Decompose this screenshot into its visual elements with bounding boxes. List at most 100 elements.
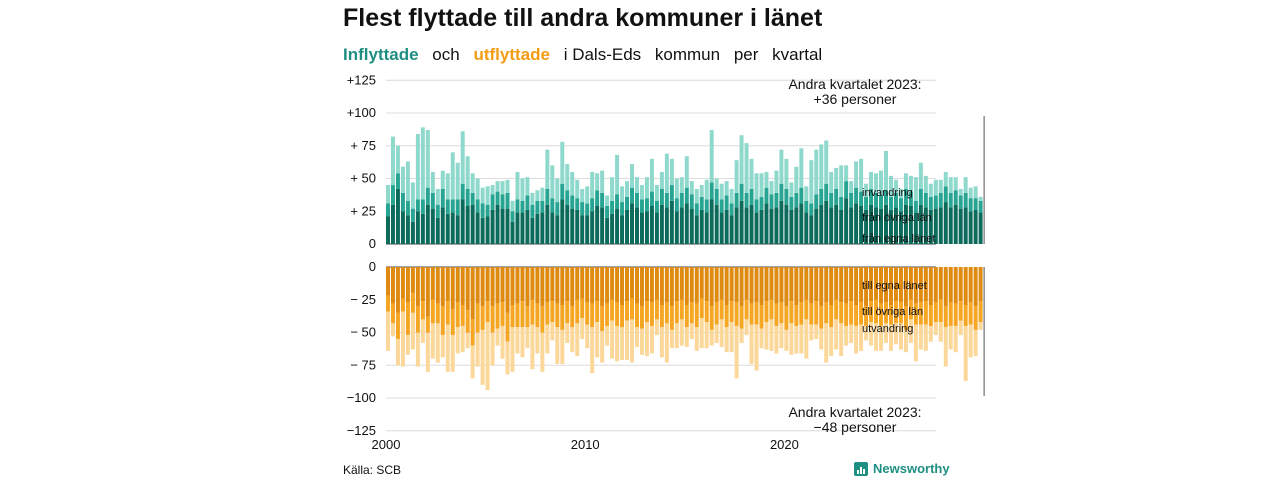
bar-out-utvandring bbox=[928, 325, 933, 342]
bar-out-ovriga bbox=[540, 306, 545, 333]
bar-in-egna bbox=[893, 207, 898, 244]
bar-in-ovriga bbox=[829, 192, 834, 208]
bar-out-egna bbox=[639, 267, 644, 307]
bar-out-ovriga bbox=[764, 301, 769, 323]
bar-out-ovriga bbox=[565, 301, 570, 324]
bar-in-egna bbox=[610, 213, 615, 244]
bar-in-ovriga bbox=[714, 188, 719, 205]
bar-in-invandring bbox=[605, 195, 610, 207]
bar-in-egna bbox=[415, 211, 420, 244]
bar-out-ovriga bbox=[435, 303, 440, 324]
bar-in-ovriga bbox=[943, 186, 948, 203]
bar-out-utvandring bbox=[714, 324, 719, 343]
bar-in-invandring bbox=[739, 135, 744, 184]
bar-out-ovriga bbox=[610, 299, 615, 321]
bar-out-utvandring bbox=[600, 331, 605, 363]
bar-in-egna bbox=[605, 217, 610, 244]
bar-in-egna bbox=[420, 213, 425, 244]
bar-in-invandring bbox=[774, 170, 779, 193]
bar-in-invandring bbox=[933, 179, 938, 196]
bar-out-ovriga bbox=[585, 302, 590, 325]
bar-in-ovriga bbox=[809, 203, 814, 216]
bar-in-egna bbox=[595, 206, 600, 244]
bar-out-egna bbox=[445, 267, 450, 302]
bar-in-ovriga bbox=[724, 195, 729, 210]
bar-in-invandring bbox=[430, 171, 435, 193]
bar-in-egna bbox=[704, 212, 709, 244]
bar-out-egna bbox=[898, 267, 903, 303]
bar-out-egna bbox=[635, 267, 639, 304]
bar-out-ovriga bbox=[879, 303, 883, 326]
bar-in-invandring bbox=[903, 173, 908, 189]
bar-in-ovriga bbox=[824, 183, 829, 201]
bar-in-invandring bbox=[560, 141, 565, 184]
bar-in-ovriga bbox=[500, 194, 505, 209]
bar-out-egna bbox=[744, 267, 749, 300]
bar-out-utvandring bbox=[490, 332, 495, 366]
bar-in-egna bbox=[734, 207, 739, 244]
bar-in-egna bbox=[948, 207, 953, 244]
bar-out-ovriga bbox=[759, 304, 764, 329]
bar-out-utvandring bbox=[864, 325, 869, 341]
bar-in-ovriga bbox=[908, 191, 913, 207]
bar-in-ovriga bbox=[395, 173, 400, 189]
bar-out-utvandring bbox=[615, 325, 620, 362]
y-tick-label-bottom: −100 bbox=[347, 390, 376, 405]
y-tick-label-bottom: − 25 bbox=[350, 292, 376, 307]
bar-in-invandring bbox=[570, 171, 575, 196]
bar-in-ovriga bbox=[635, 192, 639, 208]
brand-logo: Newsworthy bbox=[854, 461, 950, 476]
bar-out-utvandring bbox=[859, 324, 864, 351]
bar-in-ovriga bbox=[978, 200, 983, 213]
bar-out-ovriga bbox=[874, 299, 879, 324]
bar-in-ovriga bbox=[774, 192, 779, 208]
bar-in-egna bbox=[913, 212, 918, 244]
bar-in-egna bbox=[794, 207, 799, 244]
bar-in-invandring bbox=[694, 188, 699, 204]
bar-in-egna bbox=[784, 204, 789, 244]
bar-in-ovriga bbox=[764, 187, 769, 204]
bar-in-ovriga bbox=[734, 192, 739, 208]
bar-in-invandring bbox=[654, 185, 659, 201]
bar-in-egna bbox=[664, 207, 669, 244]
bar-out-utvandring bbox=[724, 327, 729, 353]
bar-out-ovriga bbox=[485, 301, 490, 323]
bar-out-egna bbox=[809, 267, 814, 304]
bar-out-egna bbox=[585, 267, 590, 303]
bar-in-ovriga bbox=[580, 202, 585, 216]
bar-in-egna bbox=[450, 212, 455, 244]
bar-in-invandring bbox=[610, 177, 615, 201]
bar-in-egna bbox=[834, 204, 839, 244]
bar-out-ovriga bbox=[953, 303, 958, 326]
bar-in-invandring bbox=[480, 187, 485, 204]
bar-in-invandring bbox=[620, 186, 625, 203]
bar-in-egna bbox=[654, 212, 659, 244]
bar-in-invandring bbox=[769, 181, 774, 195]
bar-in-egna bbox=[888, 209, 893, 244]
bar-out-egna bbox=[928, 267, 933, 305]
bar-out-ovriga bbox=[530, 299, 535, 325]
bar-in-egna bbox=[580, 215, 585, 244]
bar-out-egna bbox=[455, 267, 460, 303]
bar-out-utvandring bbox=[943, 327, 948, 367]
bar-in-invandring bbox=[460, 131, 465, 184]
bar-out-utvandring bbox=[953, 325, 958, 353]
bar-out-egna bbox=[395, 267, 400, 313]
bar-in-invandring bbox=[435, 188, 440, 205]
bar-out-utvandring bbox=[933, 322, 938, 336]
bar-in-egna bbox=[635, 207, 639, 244]
bar-in-invandring bbox=[405, 161, 410, 201]
bar-out-utvandring bbox=[948, 325, 953, 350]
bar-out-utvandring bbox=[809, 324, 814, 341]
bar-in-egna bbox=[465, 206, 470, 244]
bar-in-ovriga bbox=[630, 187, 634, 204]
bar-out-egna bbox=[620, 267, 625, 305]
bar-in-ovriga bbox=[425, 187, 430, 205]
bar-in-ovriga bbox=[639, 199, 644, 213]
bar-out-utvandring bbox=[420, 319, 425, 343]
bar-in-egna bbox=[963, 207, 968, 244]
bar-in-invandring bbox=[635, 177, 639, 193]
axis-labels: +125 +100 + 75 + 50 + 25 0 0 − 25 − 50 − 75 −100 −1… bbox=[347, 72, 799, 452]
bar-out-ovriga bbox=[754, 302, 759, 325]
